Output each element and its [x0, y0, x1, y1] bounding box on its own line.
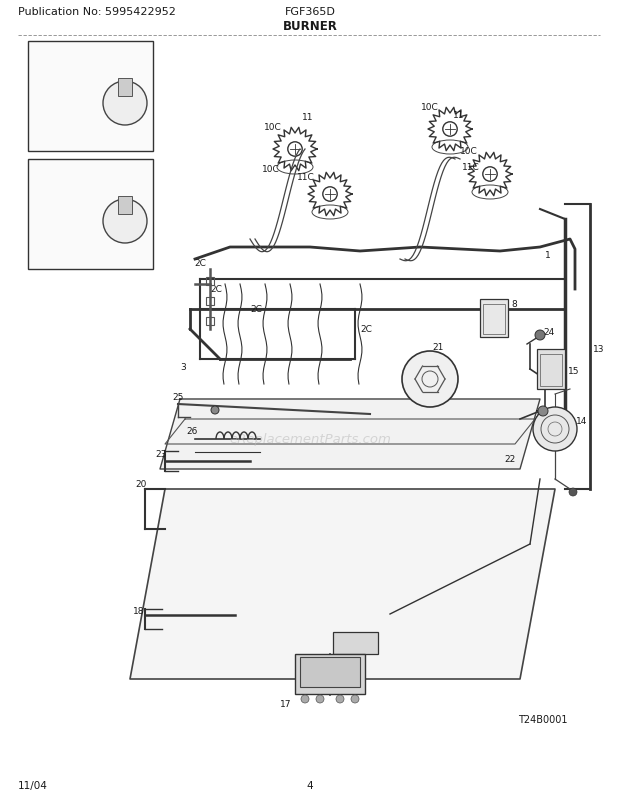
Circle shape	[336, 695, 344, 703]
Bar	[483, 305, 505, 334]
Polygon shape	[160, 399, 540, 469]
Text: 37: 37	[38, 97, 50, 107]
Text: 21: 21	[432, 343, 443, 352]
Text: 8: 8	[511, 300, 516, 309]
Circle shape	[351, 695, 359, 703]
Text: 1: 1	[545, 250, 551, 259]
Text: 44C: 44C	[88, 55, 104, 64]
Bar	[28, 160, 153, 269]
Text: 37: 37	[38, 215, 50, 225]
Text: 11C: 11C	[297, 173, 315, 182]
Bar	[295, 654, 365, 695]
Text: 47: 47	[110, 197, 122, 206]
Text: 2C: 2C	[250, 305, 262, 314]
Text: 11C: 11C	[33, 161, 56, 174]
Text: 23: 23	[155, 450, 166, 459]
Text: 11: 11	[535, 410, 546, 419]
Text: 14: 14	[576, 417, 587, 426]
Text: 11: 11	[33, 43, 48, 56]
Text: 4: 4	[307, 780, 313, 790]
Circle shape	[211, 407, 219, 415]
Text: 2C: 2C	[194, 258, 206, 267]
Bar	[537, 350, 565, 390]
Text: 17: 17	[280, 699, 291, 709]
Bar	[206, 298, 214, 306]
Circle shape	[301, 695, 309, 703]
Text: 10C: 10C	[421, 103, 439, 111]
Text: 10C: 10C	[262, 165, 280, 174]
Text: FGF365D: FGF365D	[285, 7, 335, 17]
Bar	[480, 300, 508, 338]
Bar	[540, 354, 562, 387]
Circle shape	[402, 351, 458, 407]
Text: 19: 19	[334, 654, 345, 664]
Text: 25: 25	[172, 393, 184, 402]
Text: 11: 11	[453, 111, 464, 119]
Circle shape	[533, 407, 577, 452]
Text: 11C: 11C	[462, 164, 480, 172]
Circle shape	[569, 488, 577, 496]
Text: 2C: 2C	[360, 325, 372, 334]
Text: 3: 3	[180, 363, 186, 372]
Text: eReplacementParts.com: eReplacementParts.com	[229, 433, 391, 446]
Text: Publication No: 5995422952: Publication No: 5995422952	[18, 7, 176, 17]
Polygon shape	[130, 489, 555, 679]
Text: 11/04: 11/04	[18, 780, 48, 790]
Text: 24: 24	[543, 328, 554, 337]
Text: 10C: 10C	[460, 148, 478, 156]
Text: 47: 47	[110, 79, 122, 88]
Circle shape	[103, 82, 147, 126]
Text: 13: 13	[593, 345, 604, 354]
Text: 15: 15	[568, 367, 580, 376]
Text: 44C: 44C	[88, 173, 104, 182]
Circle shape	[316, 695, 324, 703]
Bar	[206, 318, 214, 326]
Text: 20: 20	[135, 480, 146, 489]
Text: 26: 26	[186, 427, 197, 436]
Bar	[206, 277, 214, 286]
Text: 11: 11	[302, 113, 314, 123]
Bar	[300, 657, 360, 687]
Bar	[28, 42, 153, 152]
Bar	[118, 196, 132, 215]
Text: T24B0001: T24B0001	[518, 714, 567, 724]
Bar	[333, 632, 378, 654]
Circle shape	[103, 200, 147, 244]
Text: 22: 22	[504, 455, 515, 464]
Circle shape	[535, 330, 545, 341]
Text: BURNER: BURNER	[283, 19, 337, 32]
Text: 18: 18	[133, 607, 144, 616]
Circle shape	[538, 407, 548, 416]
Bar	[118, 79, 132, 97]
Text: 2C: 2C	[210, 286, 222, 294]
Text: 10C: 10C	[264, 124, 281, 132]
